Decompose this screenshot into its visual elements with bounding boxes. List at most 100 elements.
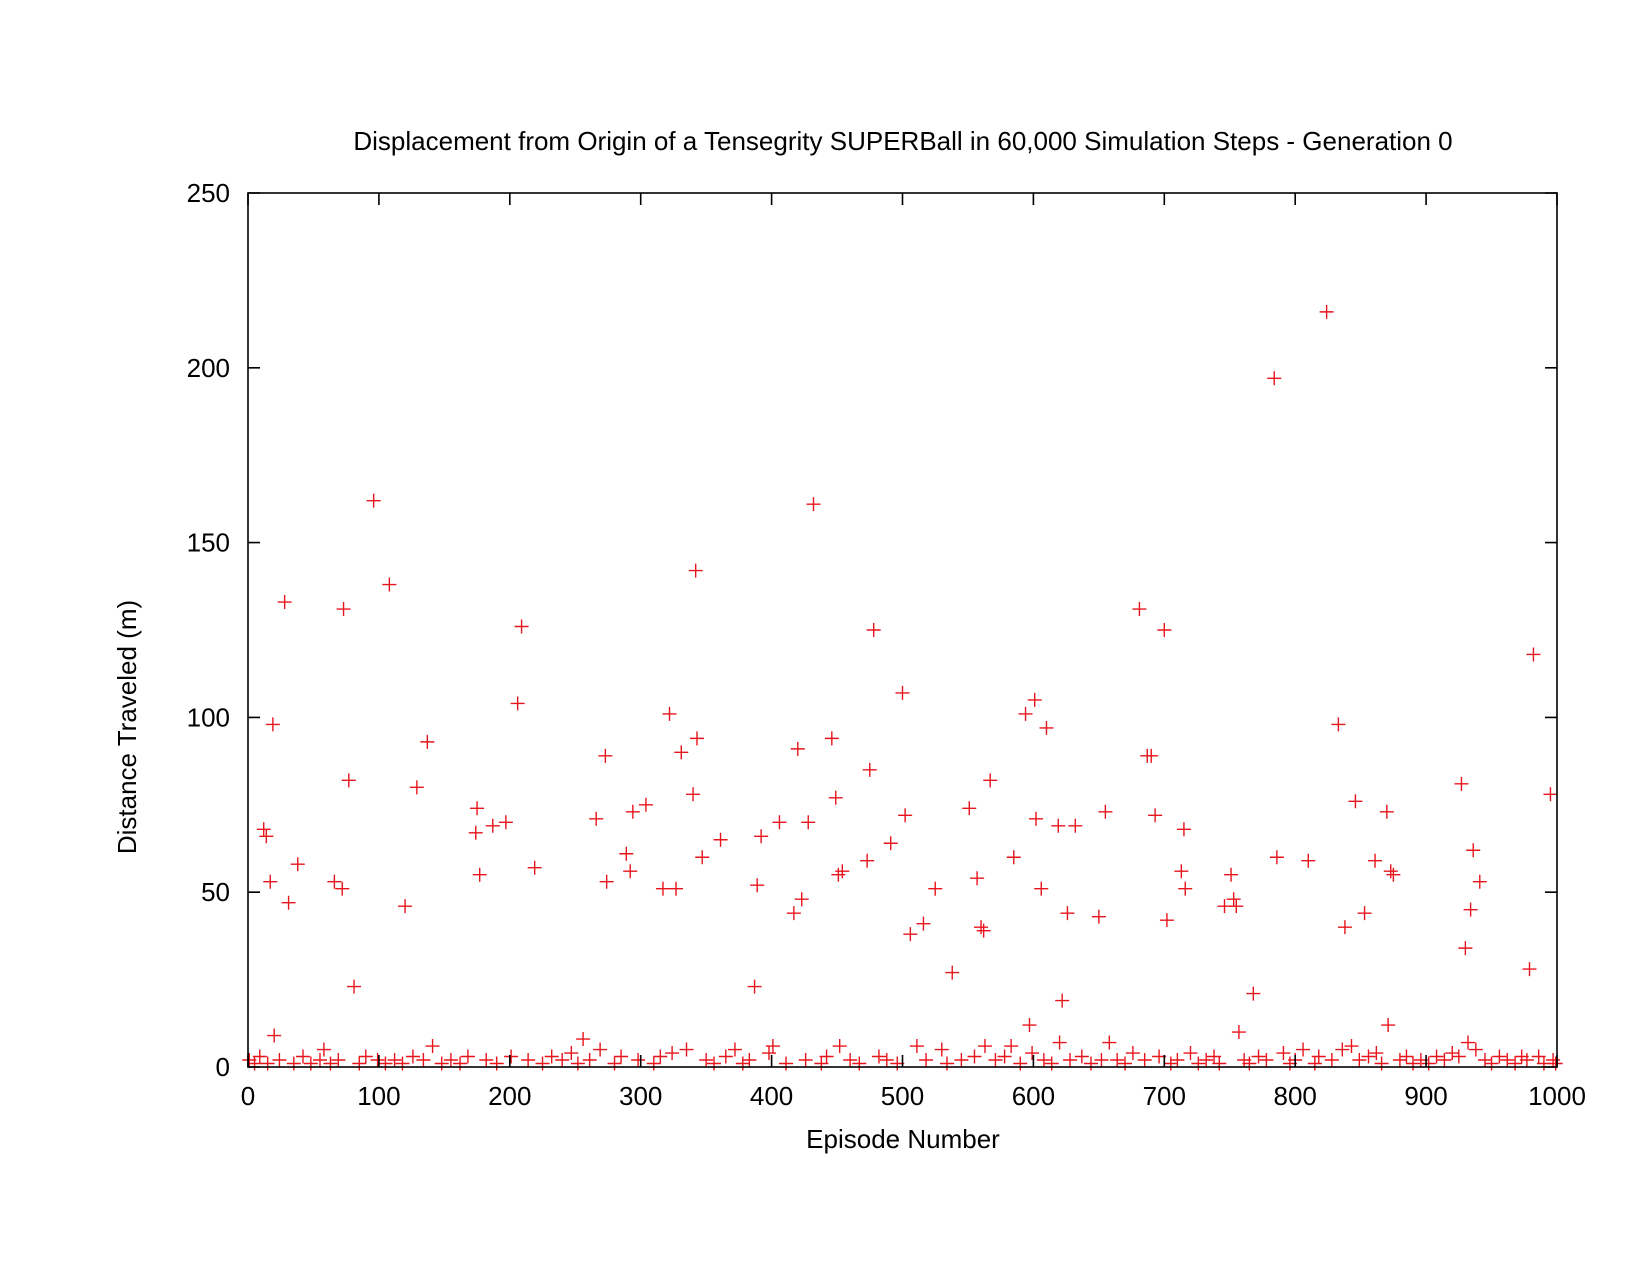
data-point: [416, 1053, 431, 1068]
data-point: [1352, 1053, 1367, 1068]
data-point: [1246, 986, 1261, 1001]
data-point: [674, 745, 689, 760]
data-point: [1004, 1039, 1019, 1054]
data-point: [940, 1056, 955, 1071]
data-point: [1379, 804, 1394, 819]
data-point: [1445, 1046, 1460, 1061]
data-point: [653, 1049, 668, 1064]
data-point: [564, 1046, 579, 1061]
data-point: [1199, 1053, 1214, 1068]
data-point: [1421, 1056, 1436, 1071]
data-point: [341, 773, 356, 788]
data-point: [718, 1049, 733, 1064]
data-point: [1029, 811, 1044, 826]
data-point: [1276, 1046, 1291, 1061]
data-point: [593, 1042, 608, 1057]
data-point: [252, 1049, 267, 1064]
data-point: [1034, 881, 1049, 896]
y-tick-label: 250: [187, 178, 230, 208]
data-point: [688, 563, 703, 578]
data-point: [263, 874, 278, 889]
data-point: [860, 853, 875, 868]
data-point: [689, 731, 704, 746]
data-point: [1259, 1053, 1274, 1068]
data-point: [1052, 1035, 1067, 1050]
data-point: [679, 1042, 694, 1057]
data-point: [576, 1032, 591, 1047]
data-point: [1018, 706, 1033, 721]
data-point: [1132, 602, 1147, 617]
data-point: [1331, 717, 1346, 732]
data-point: [997, 1049, 1012, 1064]
data-point: [405, 1049, 420, 1064]
data-point: [1492, 1049, 1507, 1064]
data-point: [460, 1049, 475, 1064]
data-point: [754, 829, 769, 844]
data-point: [1102, 1035, 1117, 1050]
data-point: [1357, 906, 1372, 921]
data-point: [794, 892, 809, 907]
y-tick-label: 200: [187, 353, 230, 383]
data-point: [778, 1056, 793, 1071]
data-point: [443, 1053, 458, 1068]
x-tick-label: 400: [750, 1081, 793, 1111]
data-point: [1125, 1046, 1140, 1061]
data-point: [1466, 843, 1481, 858]
y-tick-label: 100: [187, 702, 230, 732]
data-point: [1144, 748, 1159, 763]
data-point: [582, 1053, 597, 1068]
data-point: [1110, 1053, 1125, 1068]
data-point: [1548, 1056, 1563, 1071]
data-point: [974, 920, 989, 935]
data-point: [903, 927, 918, 942]
data-point: [510, 696, 525, 711]
data-point: [1381, 1018, 1396, 1033]
data-point: [378, 1056, 393, 1071]
data-point: [589, 811, 604, 826]
data-point: [1500, 1053, 1515, 1068]
data-point: [1319, 304, 1334, 319]
data-point: [599, 874, 614, 889]
data-point: [727, 1042, 742, 1057]
data-point: [638, 797, 653, 812]
data-point: [395, 1056, 410, 1071]
data-point: [1361, 1049, 1376, 1064]
data-point: [598, 748, 613, 763]
data-point: [1296, 1042, 1311, 1057]
data-point: [336, 602, 351, 617]
data-point: [1368, 853, 1383, 868]
data-point: [1118, 1056, 1133, 1071]
data-point: [1027, 692, 1042, 707]
data-point: [277, 595, 292, 610]
data-point: [835, 864, 850, 879]
data-point: [655, 881, 670, 896]
x-axis-label: Episode Number: [806, 1124, 1000, 1154]
data-point: [281, 895, 296, 910]
data-point: [256, 822, 271, 837]
data-point: [806, 497, 821, 512]
data-point: [1055, 993, 1070, 1008]
data-point: [352, 1056, 367, 1071]
data-point: [1039, 720, 1054, 735]
data-point: [387, 1053, 402, 1068]
y-tick-label: 150: [187, 528, 230, 558]
data-point: [919, 1053, 934, 1068]
data-point: [514, 619, 529, 634]
data-point: [871, 1049, 886, 1064]
data-point: [347, 979, 362, 994]
data-point: [786, 906, 801, 921]
data-point: [750, 878, 765, 893]
x-tick-label: 300: [619, 1081, 662, 1111]
y-tick-label: 50: [201, 877, 230, 907]
data-point: [1044, 1056, 1059, 1071]
data-point: [852, 1056, 867, 1071]
data-point: [1335, 1042, 1350, 1057]
data-point: [954, 1053, 969, 1068]
data-point: [695, 850, 710, 865]
data-point: [1025, 1046, 1040, 1061]
data-point: [686, 787, 701, 802]
data-point: [1451, 1049, 1466, 1064]
data-point: [1307, 1056, 1322, 1071]
